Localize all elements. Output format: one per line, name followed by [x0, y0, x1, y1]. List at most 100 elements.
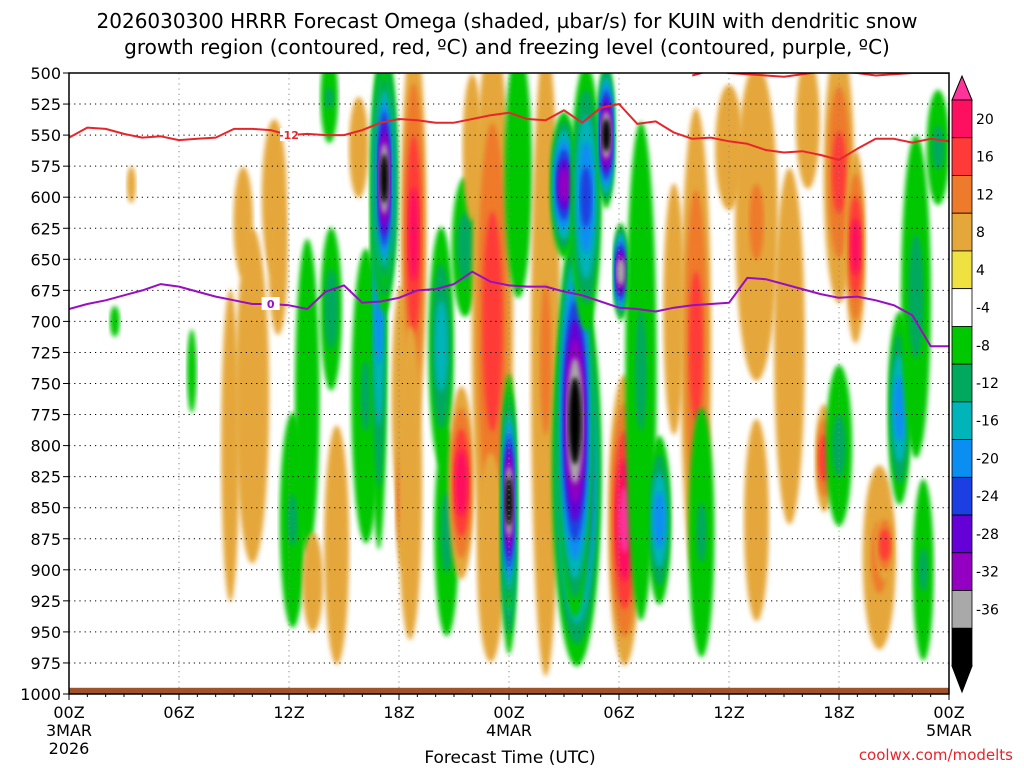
omega-cell-44-band-2 — [689, 271, 703, 422]
omega-cell-35-band-8 — [568, 377, 582, 465]
omega-cell-41-band-1 — [635, 310, 647, 432]
y-tick-label-525: 525 — [30, 95, 61, 114]
x-tick-label-h36: 12Z — [713, 703, 744, 722]
x-tick-sublabel-h0: 3MAR — [46, 721, 92, 740]
omega-cell-57-band-3 — [893, 375, 906, 441]
colorbar-label-4: 4 — [976, 263, 985, 279]
x-tick-label-h24: 00Z — [493, 703, 524, 722]
y-tick-label-650: 650 — [30, 250, 61, 269]
y-tick-label-825: 825 — [30, 468, 61, 487]
colorbar-top-arrow — [951, 74, 973, 101]
colorbar-swatch-3 — [951, 212, 973, 252]
y-tick-label-800: 800 — [30, 437, 61, 456]
colorbar-swatch-7 — [951, 363, 973, 403]
y-tick-label-975: 975 — [30, 654, 61, 673]
omega-cell-14-band-0 — [348, 96, 369, 199]
omega-cell-9-band-0 — [295, 238, 320, 554]
y-tick-label-875: 875 — [30, 530, 61, 549]
omega-cell-30-band-0 — [504, 73, 532, 299]
omega-cell-0-band-0 — [109, 305, 120, 337]
surface-ground — [69, 687, 949, 694]
omega-cell-37-band-4 — [580, 167, 592, 228]
colorbar-label-8: -16 — [976, 414, 999, 430]
omega-cell-15-band-1 — [360, 360, 372, 432]
colorbar-swatch-14 — [951, 627, 973, 667]
colorbar-label-6: -8 — [976, 338, 990, 354]
dgz-contour-0 — [69, 103, 949, 161]
x-tick-label-h0: 00Z — [53, 703, 84, 722]
colorbar-swatch-13 — [951, 590, 973, 629]
freezing-contour-0-label-bg — [261, 297, 280, 311]
colorbar-label-10: -24 — [976, 489, 999, 505]
x-axis-title: Forecast Time (UTC) — [424, 748, 595, 768]
omega-cell-40-band-7 — [616, 258, 625, 286]
colorbar-label-13: -36 — [976, 602, 999, 618]
colorbar-label-2: 12 — [976, 187, 994, 203]
colorbar-swatch-0 — [951, 99, 973, 139]
y-tick-label-700: 700 — [30, 312, 61, 331]
colorbar-label-7: -12 — [976, 376, 999, 392]
ground-strip — [69, 687, 949, 694]
omega-cell-22-band-0 — [397, 325, 423, 641]
dgz-contour-0-label: -12 — [279, 129, 299, 142]
omega-cell-25-band-3 — [455, 450, 468, 516]
omega-cell-42-band-3 — [653, 491, 666, 549]
omega-cell-38-band-8 — [601, 118, 611, 152]
x-tick-label-h42: 18Z — [823, 703, 854, 722]
omega-cell-50-band-0 — [795, 73, 820, 189]
y-tick-label-925: 925 — [30, 592, 61, 611]
omega-cell-1-band-0 — [126, 166, 136, 204]
colorbar-swatch-1 — [951, 137, 973, 176]
colorbar-swatch-5 — [951, 288, 973, 327]
omega-cell-53-band-3 — [850, 219, 861, 275]
y-tick-label-675: 675 — [30, 281, 61, 300]
x-tick-label-h48: 00Z — [933, 703, 964, 722]
omega-cell-36-band-6 — [558, 168, 570, 202]
colorbar-swatch-2 — [951, 175, 973, 214]
omega-cell-10-band-0 — [302, 532, 324, 632]
y-tick-label-725: 725 — [30, 343, 61, 362]
colorbar-label-9: -20 — [976, 451, 999, 467]
credit-text: coolwx.com/modelts — [859, 746, 1013, 764]
omega-cell-45-band-1 — [696, 502, 707, 563]
omega-cell-18-band-8 — [380, 154, 389, 204]
colorbar-swatch-4 — [951, 250, 973, 290]
omega-shading — [109, 73, 949, 677]
omega-cell-21-band-3 — [408, 188, 419, 281]
colorbar-swatch-6 — [951, 325, 973, 365]
y-tick-label-750: 750 — [30, 375, 61, 394]
colorbar-label-0: 20 — [976, 112, 994, 128]
y-tick-label-625: 625 — [30, 219, 61, 238]
y-tick-label-775: 775 — [30, 406, 61, 425]
omega-cell-56-band-2 — [879, 529, 891, 561]
omega-cell-26-band-1 — [456, 212, 474, 282]
omega-cell-12-band-1 — [324, 86, 334, 109]
y-tick-label-950: 950 — [30, 623, 61, 642]
omega-cell-49-band-0 — [774, 168, 805, 525]
grid-lines — [69, 73, 949, 694]
y-tick-label-550: 550 — [30, 126, 61, 145]
omega-cell-8-band-1 — [287, 494, 299, 547]
omega-cell-43-band-0 — [663, 183, 685, 435]
omega-cell-39-band-4 — [618, 487, 631, 553]
omega-cell-33-band-1 — [539, 282, 552, 436]
x-tick-sublabel-h24: 4MAR — [486, 721, 532, 740]
x-tick-label-h6: 06Z — [163, 703, 194, 722]
colorbar-label-5: -4 — [976, 301, 990, 317]
omega-cell-28-band-2 — [482, 211, 503, 432]
y-tick-label-900: 900 — [30, 561, 61, 580]
colorbar-label-12: -32 — [976, 565, 999, 581]
colorbar-swatch-9 — [951, 439, 973, 478]
omega-cell-23-band-2 — [434, 300, 448, 393]
omega-cell-13-band-0 — [324, 425, 350, 665]
colorbar-label-11: -28 — [976, 527, 999, 543]
colorbar-swatch-10 — [951, 476, 973, 516]
x-tick-sublabel-h48: 5MAR — [926, 721, 972, 740]
omega-cell-59-band-1 — [918, 547, 929, 592]
chart-title-line2: growth region (contoured, red, ºC) and f… — [124, 35, 890, 59]
y-tick-label-850: 850 — [30, 499, 61, 518]
colorbar-bottom-arrow — [951, 665, 973, 694]
y-tick-label-575: 575 — [30, 157, 61, 176]
